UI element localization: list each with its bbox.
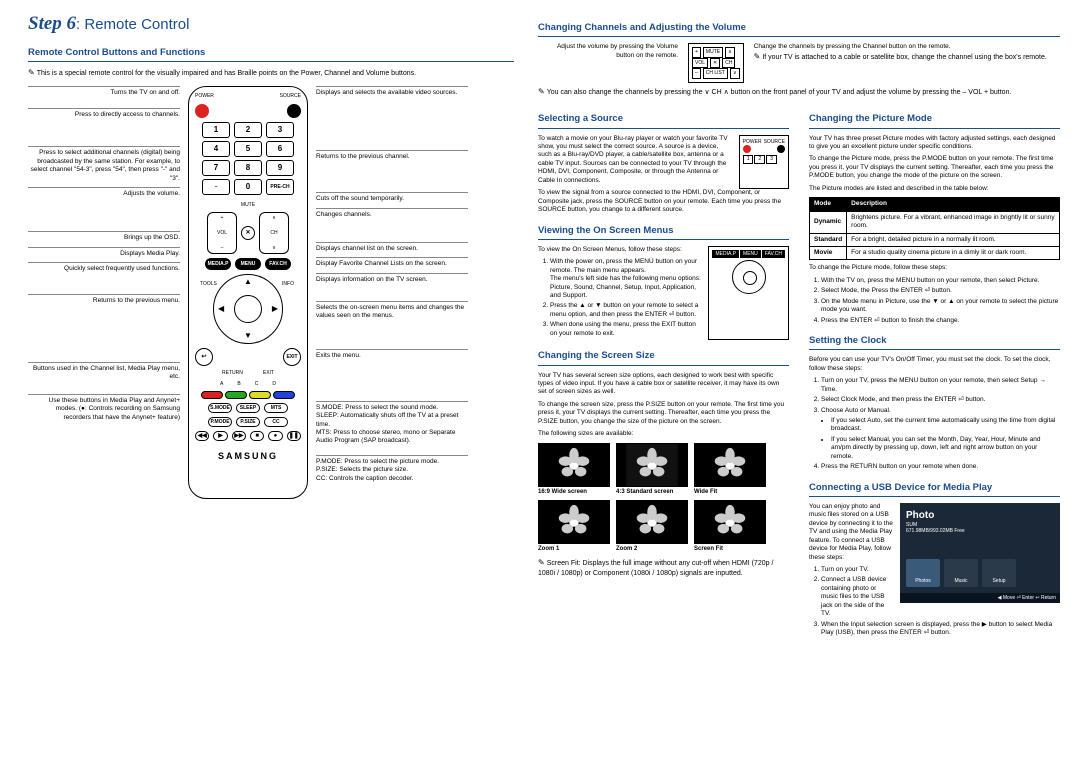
exit-button: EXIT <box>283 348 301 366</box>
pm-p4: To change the Picture mode, follow these… <box>809 264 1060 272</box>
enter-button <box>234 295 262 323</box>
favch-button: FAV.CH <box>265 258 291 270</box>
color-buttons <box>201 391 295 399</box>
ss-p1: Your TV has several screen size options,… <box>538 372 789 397</box>
pm-p2: To change the Picture mode, press the P.… <box>809 155 1060 180</box>
page-title: Step 6: Remote Control <box>28 12 514 37</box>
section-remote-buttons: Remote Control Buttons and Functions <box>28 47 514 62</box>
thumbs-row-1: 16:9 Wide screen4:3 Standard screenWide … <box>538 443 789 497</box>
section-select-source: Selecting a Source <box>538 113 789 128</box>
osm-intro: To view the On Screen Menus, follow thes… <box>538 246 702 254</box>
power-button <box>195 104 209 118</box>
box-note: If your TV is attached to a cable or sat… <box>754 52 1060 62</box>
picture-modes-table: ModeDescriptionDynamicBrightens picture.… <box>809 197 1060 260</box>
ss-p2: To change the screen size, press the P.S… <box>538 401 789 426</box>
clk-steps: Turn on your TV, press the MENU button o… <box>821 377 1060 471</box>
section-screen-size: Changing the Screen Size <box>538 350 789 365</box>
callouts-right: Displays and selects the available video… <box>308 86 468 498</box>
src-p2: To view the signal from a source connect… <box>538 189 789 214</box>
source-button <box>287 104 301 118</box>
ss-p3: The following sizes are available: <box>538 430 789 438</box>
src-p1: To watch a movie on your Blu-ray player … <box>538 135 733 186</box>
menu-button: MENU <box>235 258 261 270</box>
pm-p1: Your TV has three preset Picture modes w… <box>809 135 1060 152</box>
ch-note: Change the channels by pressing the Chan… <box>754 43 1060 51</box>
brand-logo: SAMSUNG <box>218 451 278 463</box>
mini-remote-source: POWERSOURCE 123 <box>739 135 789 190</box>
osm-steps: With the power on, press the MENU button… <box>550 258 702 338</box>
remote-diagram: POWER SOURCE 123456789–0PRE-CH MUTE +VOL… <box>188 86 308 498</box>
return-button: ↩ <box>195 348 213 366</box>
section-clock: Setting the Clock <box>809 335 1060 350</box>
mini-remote-icon: +MUTE∧ VOL✕CH –CH LIST∨ <box>688 43 744 83</box>
pm-steps: With the TV on, press the MENU button on… <box>821 277 1060 325</box>
clk-p1: Before you can use your TV's On/Off Time… <box>809 356 1060 373</box>
ch-rocker: ∧CH∨ <box>259 212 289 254</box>
mute-button: ✕ <box>241 226 255 240</box>
vol-rocker: +VOL– <box>207 212 237 254</box>
panel-note: You can also change the channels by pres… <box>538 87 1060 97</box>
media-play-screenshot: Photo SUM 671.98MB/993.02MB Free Photos … <box>900 503 1060 603</box>
intro-note: This is a special remote control for the… <box>28 68 514 78</box>
mediap-button: MEDIA.P <box>205 258 231 270</box>
nav-ring: ▲ ▼ ◀ ▶ TOOLS INFO <box>213 274 283 344</box>
pm-p3: The Picture modes are listed and describ… <box>809 185 1060 193</box>
ss-note: Screen Fit: Displays the full image with… <box>538 558 789 577</box>
numpad: 123456789–0PRE-CH <box>202 122 294 198</box>
section-usb: Connecting a USB Device for Media Play <box>809 482 1060 497</box>
mini-remote-menu: MEDIA.PMENUFAV.CH <box>708 246 789 340</box>
vol-note: Adjust the volume by pressing the Volume… <box>538 43 678 60</box>
section-channels-volume: Changing Channels and Adjusting the Volu… <box>538 22 1060 37</box>
thumbs-row-2: Zoom 1Zoom 2Screen Fit <box>538 500 789 554</box>
transport-row: ◀◀▶▶▶■●❚❚ <box>195 431 301 441</box>
section-osm: Viewing the On Screen Menus <box>538 225 789 240</box>
callouts-left: Turns the TV on and off.Press to directl… <box>28 86 188 498</box>
section-picture-mode: Changing the Picture Mode <box>809 113 1060 128</box>
